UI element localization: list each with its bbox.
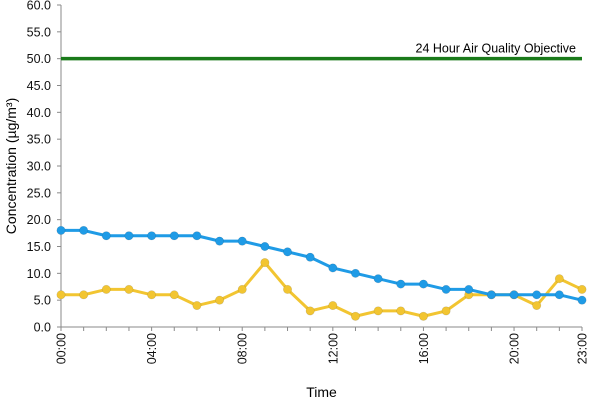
series-2-point <box>441 306 451 316</box>
series-1-point <box>101 231 111 241</box>
series-1-point <box>554 290 564 300</box>
series-1-point <box>577 295 587 305</box>
series-1-line <box>61 228 583 302</box>
series-1-point <box>169 231 179 241</box>
y-tick-label: 55.0 <box>27 25 51 39</box>
series-2-point <box>305 306 315 316</box>
y-axis-ticks: 0.0 5.0 10.0 15.0 20.0 25.0 30.0 35.0 40.0 45.0 50… <box>27 0 61 335</box>
series-1 <box>56 225 587 305</box>
series-1-point <box>215 236 225 246</box>
series-2-point <box>237 284 247 294</box>
series-2-point <box>577 284 587 294</box>
y-tick-label: 0.0 <box>34 321 51 335</box>
y-tick-label: 35.0 <box>27 133 51 147</box>
series-2-point <box>350 311 360 321</box>
series-1-point <box>305 252 315 262</box>
x-tick-label: 16:00 <box>417 333 431 364</box>
series-2-point <box>532 301 542 311</box>
x-tick-label: 04:00 <box>145 333 159 364</box>
series-1-point <box>350 268 360 278</box>
y-tick-label: 20.0 <box>27 213 51 227</box>
series-1-point <box>441 284 451 294</box>
y-tick-label: 45.0 <box>27 79 51 93</box>
y-tick-label: 30.0 <box>27 160 51 174</box>
series-2-point <box>101 284 111 294</box>
y-tick-label: 10.0 <box>27 267 51 281</box>
series-2-point <box>215 295 225 305</box>
series-1-point <box>509 290 519 300</box>
x-tick-label: 23:00 <box>576 333 590 364</box>
series-1-point <box>147 231 157 241</box>
reference-line-group: 24 Hour Air Quality Objective <box>61 42 582 61</box>
x-tick-label: 20:00 <box>508 333 522 364</box>
series-2-point <box>283 284 293 294</box>
series-2-point <box>554 274 564 284</box>
series-1-point <box>532 290 542 300</box>
series-1-point <box>124 231 134 241</box>
series-1-point <box>56 225 66 235</box>
series-1-point <box>418 279 428 289</box>
y-tick-label: 50.0 <box>27 52 51 66</box>
x-tick-label: 08:00 <box>236 333 250 364</box>
series-1-point <box>79 225 89 235</box>
series-1-point <box>260 242 270 252</box>
x-tick-label: 12:00 <box>326 333 340 364</box>
series-1-point <box>283 247 293 257</box>
series-2-point <box>373 306 383 316</box>
y-tick-label: 25.0 <box>27 186 51 200</box>
series-2 <box>56 258 587 321</box>
x-axis-ticks: 00:00 04:00 08:00 12:00 16:00 20:00 23:00 <box>55 327 590 364</box>
y-axis-title: Concentration (µg/m³) <box>3 98 19 234</box>
series-2-point <box>418 311 428 321</box>
series-2-line <box>61 261 583 318</box>
y-tick-label: 5.0 <box>34 294 51 308</box>
series-layer <box>56 225 587 321</box>
series-2-point <box>396 306 406 316</box>
series-1-point <box>464 284 474 294</box>
x-tick-label: 00:00 <box>55 333 69 364</box>
y-tick-label: 40.0 <box>27 106 51 120</box>
x-axis-title: Time <box>306 384 337 400</box>
series-1-point <box>396 279 406 289</box>
series-1-point <box>486 290 496 300</box>
series-1-point <box>192 231 202 241</box>
series-2-point <box>124 284 134 294</box>
series-1-point <box>237 236 247 246</box>
series-2-point <box>79 290 89 300</box>
series-2-point <box>260 258 270 268</box>
y-tick-label: 60.0 <box>27 0 51 13</box>
series-2-point <box>328 301 338 311</box>
y-tick-label: 15.0 <box>27 240 51 254</box>
series-2-point <box>192 301 202 311</box>
series-2-point <box>147 290 157 300</box>
series-2-point <box>56 290 66 300</box>
objective-label: 24 Hour Air Quality Objective <box>416 42 577 56</box>
series-1-point <box>373 274 383 284</box>
series-2-point <box>169 290 179 300</box>
series-1-point <box>328 263 338 273</box>
